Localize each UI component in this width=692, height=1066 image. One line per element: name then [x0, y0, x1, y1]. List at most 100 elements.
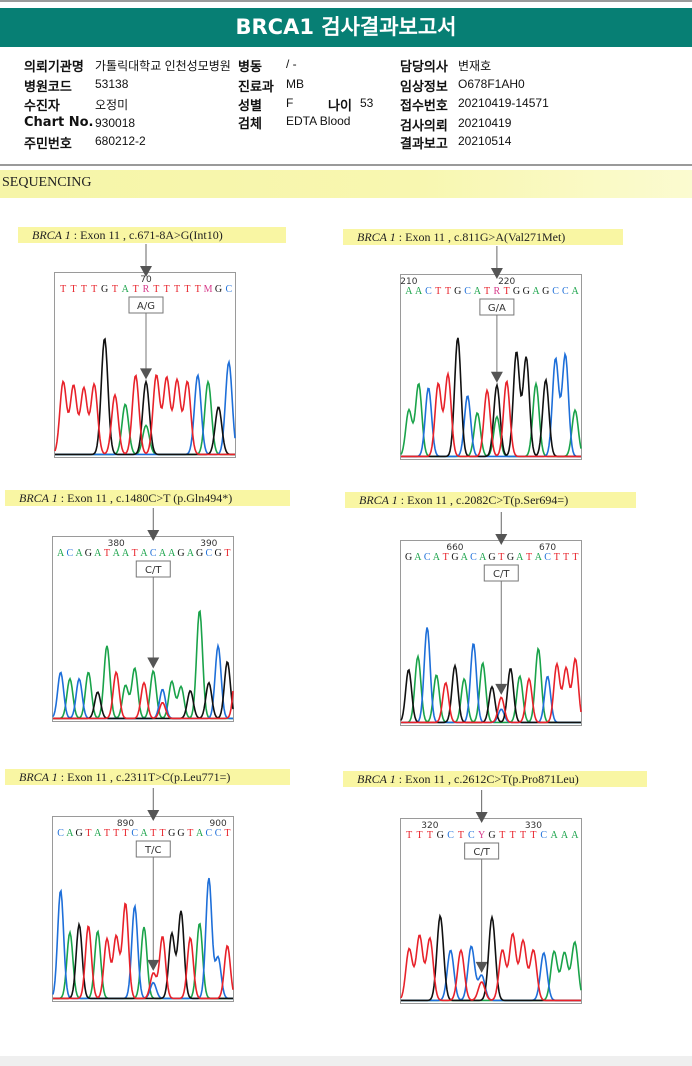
base-call-letter: G: [488, 830, 495, 841]
base-call-letter: T: [484, 286, 490, 297]
variant-caption: BRCA 1 : Exon 11 , c.811G>A(Val271Met): [343, 229, 623, 245]
base-call-letter: A: [414, 552, 422, 563]
receipt-no-value: 20210419-14571: [458, 96, 549, 110]
base-call-letter: C: [225, 284, 232, 295]
genotype-call-label: T/C: [144, 845, 161, 856]
gene-name: BRCA 1: [359, 493, 398, 507]
base-call-letter: C: [150, 548, 157, 559]
trace-t: [400, 932, 581, 1002]
base-call-letter: G: [523, 286, 530, 297]
section-divider: [0, 164, 692, 166]
position-tick-label: 890: [117, 819, 134, 829]
variant-arrow-icon: [147, 959, 160, 971]
base-call-letter: A: [187, 548, 195, 559]
base-call-letter: M: [204, 284, 213, 295]
chromatogram-frame: [400, 540, 582, 726]
genotype-call-label: C/T: [493, 569, 510, 580]
doctor-value: 변재호: [458, 59, 492, 73]
variant-description: : Exon 11 , c.811G>A(Val271Met): [398, 230, 566, 244]
clinical-info-value: O678F1AH0: [458, 77, 525, 91]
variant-description: : Exon 11 , c.671-8A>G(Int10): [73, 228, 223, 242]
base-call-letter: A: [94, 548, 102, 559]
base-call-letter: T: [520, 830, 526, 841]
variant-caption: BRCA 1 : Exon 11 , c.671-8A>G(Int10): [18, 227, 286, 243]
base-call-letter: T: [122, 828, 128, 839]
base-call-letter: T: [554, 552, 560, 563]
trace-c: [401, 945, 581, 1002]
base-call-letter: T: [164, 284, 170, 295]
base-call-letter: A: [561, 830, 569, 841]
base-call-letter: C: [206, 828, 213, 839]
ward-value: / -: [286, 57, 297, 71]
base-call-letter: G: [85, 548, 92, 559]
base-call-letter: G: [542, 286, 549, 297]
base-call-letter: A: [159, 548, 167, 559]
trace-c: [401, 627, 581, 724]
base-call-letter: T: [150, 828, 156, 839]
genotype-call-label: A/G: [137, 301, 155, 312]
base-call-letter: A: [474, 286, 482, 297]
base-call-letter: A: [433, 552, 441, 563]
base-call-letter: G: [454, 286, 461, 297]
base-call-letter: T: [184, 284, 190, 295]
position-tick-label: 220: [498, 277, 515, 287]
base-call-letter: C: [206, 548, 213, 559]
base-call-letter: T: [224, 548, 230, 559]
variant-arrow-icon: [490, 371, 503, 383]
base-call-letter: T: [504, 286, 510, 297]
base-call-letter: T: [195, 284, 201, 295]
pointer-arrow-icon: [475, 812, 488, 823]
gene-name: BRCA 1: [19, 770, 58, 784]
base-call-letter: C: [464, 286, 471, 297]
position-tick-label: 210: [400, 277, 417, 287]
base-call-letter: A: [76, 548, 84, 559]
request-date-value: 20210419: [458, 116, 512, 130]
base-call-letter: C: [544, 552, 551, 563]
base-call-letter: A: [532, 286, 540, 297]
base-call-letter: T: [81, 284, 87, 295]
variant-description: : Exon 11 , c.2612C>T(p.Pro871Leu): [398, 772, 579, 786]
patient-value: 오정미: [95, 98, 129, 112]
variant-arrow-icon: [495, 683, 508, 695]
base-call-letter: T: [458, 830, 464, 841]
base-call-letter: T: [70, 284, 76, 295]
hospital-code-value: 53138: [95, 77, 129, 91]
report-title: BRCA1 검사결과보고서: [0, 8, 692, 47]
genotype-call-label: G/A: [488, 303, 506, 314]
base-call-letter: T: [445, 286, 451, 297]
base-call-letter: C: [67, 548, 74, 559]
base-call-letter: T: [132, 548, 138, 559]
base-call-letter: G: [451, 552, 458, 563]
chromatogram-frame: [52, 536, 234, 722]
report-date-label: 결과보고: [400, 137, 448, 152]
trace-t: [54, 374, 235, 456]
base-call-letter: R: [494, 286, 501, 297]
base-call-letter: T: [153, 284, 159, 295]
section-title: SEQUENCING: [2, 175, 92, 190]
specimen-label: 검체: [238, 117, 262, 132]
base-call-letter: C: [215, 828, 222, 839]
base-call-letter: G: [177, 548, 184, 559]
trace-g: [401, 337, 581, 458]
base-call-letter: A: [551, 830, 559, 841]
age-value: 53: [360, 96, 374, 110]
base-call-letter: C: [57, 828, 64, 839]
position-tick-label: 70: [140, 275, 152, 285]
trace-a: [53, 609, 233, 720]
base-call-letter: A: [415, 286, 423, 297]
variant-description: : Exon 11 , c.1480C>T (p.Gln494*): [60, 491, 233, 505]
base-call-letter: C: [424, 552, 431, 563]
base-call-letter: T: [498, 552, 504, 563]
base-call-letter: T: [85, 828, 91, 839]
department-value: MB: [286, 77, 304, 91]
sex-value: F: [286, 96, 294, 110]
base-call-letter: A: [168, 548, 176, 559]
age-label: 나이: [328, 99, 352, 114]
base-call-letter: A: [461, 552, 469, 563]
department-label: 진료과: [238, 80, 274, 95]
base-call-letter: C: [552, 286, 559, 297]
position-tick-label: 330: [525, 821, 542, 831]
